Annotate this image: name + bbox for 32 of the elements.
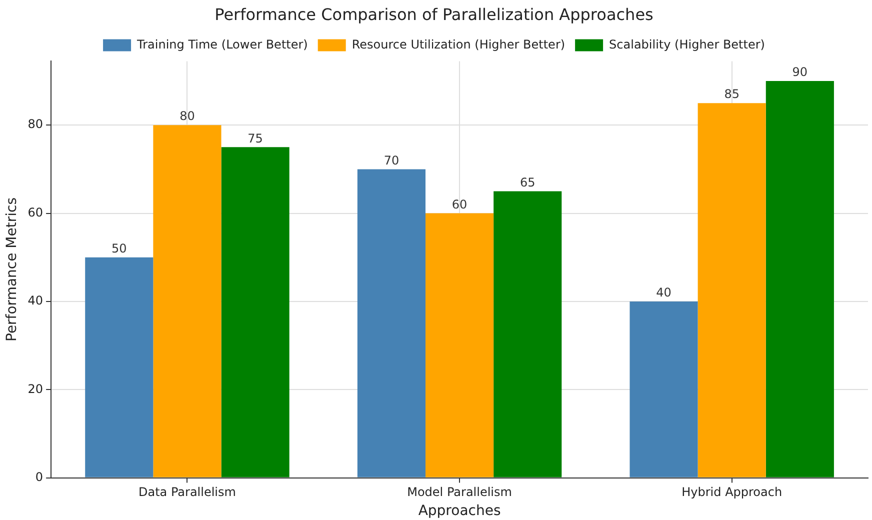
legend-label: Scalability (Higher Better) (609, 37, 765, 52)
y-tick-label: 80 (28, 117, 44, 132)
x-tick-label: Model Parallelism (407, 485, 512, 500)
data-label: 60 (452, 197, 468, 212)
data-label: 70 (384, 153, 400, 168)
x-tick-label: Hybrid Approach (682, 485, 782, 500)
x-axis-title: Approaches (418, 503, 501, 520)
bar (153, 125, 222, 478)
data-label: 75 (248, 131, 263, 146)
y-tick-label: 0 (35, 470, 44, 484)
chart-title: Performance Comparison of Parallelization Approaches (214, 4, 654, 24)
bar (85, 257, 154, 478)
data-label: 85 (724, 87, 740, 102)
data-label: 50 (112, 242, 127, 256)
bar (766, 81, 834, 478)
data-label: 80 (180, 109, 195, 124)
bar (630, 301, 698, 478)
legend-label: Resource Utilization (Higher Better) (352, 37, 566, 52)
bar (425, 213, 494, 478)
y-tick-label: 60 (28, 205, 44, 220)
y-axis-title: Performance Metrics (4, 198, 20, 342)
y-tick-label: 20 (28, 382, 44, 396)
data-label: 65 (520, 175, 536, 190)
bar (494, 191, 562, 478)
bar (221, 147, 290, 478)
x-tick-label: Data Parallelism (138, 485, 236, 500)
y-tick-label: 40 (28, 294, 44, 308)
legend-label: Training Time (Lower Better) (136, 37, 308, 52)
bar (698, 103, 766, 478)
bar (357, 169, 426, 478)
data-label: 40 (656, 286, 672, 300)
data-label: 90 (792, 65, 808, 80)
